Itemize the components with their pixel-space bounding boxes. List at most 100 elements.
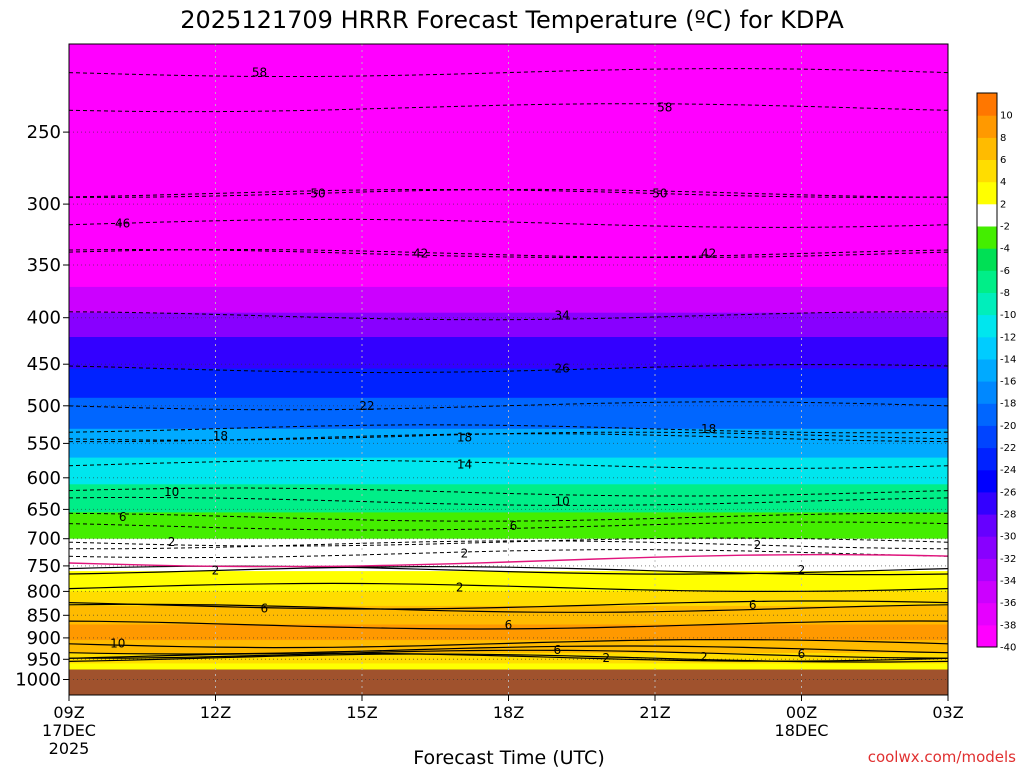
- x-tick-label: 18Z: [493, 703, 524, 722]
- y-tick-label: 600: [27, 468, 61, 489]
- contour-label: 18: [701, 422, 716, 436]
- colorbar-label: -14: [1000, 354, 1016, 365]
- x-tick-label: 00Z: [786, 703, 817, 722]
- contour-line: [69, 649, 949, 659]
- colorbar-swatch: [977, 425, 997, 449]
- y-tick-label: 250: [27, 122, 61, 143]
- contour-label: 46: [115, 216, 130, 230]
- colorbar-label: -32: [1000, 554, 1016, 565]
- contour-label: 2: [700, 650, 708, 664]
- contour-label: 58: [657, 101, 672, 115]
- contour-label: 2: [212, 564, 220, 578]
- contour-label: 42: [701, 247, 716, 261]
- contour-label: 6: [749, 598, 757, 612]
- temperature-band: [69, 147, 948, 192]
- colorbar-label: 8: [1000, 133, 1006, 144]
- x-tick-year: 2025: [49, 739, 90, 758]
- y-tick-label: 950: [27, 649, 61, 670]
- colorbar-swatch: [977, 580, 997, 604]
- colorbar-label: -24: [1000, 465, 1016, 476]
- contour-label: 50: [310, 186, 325, 200]
- temperature-band: [69, 591, 948, 607]
- contour-line: [68, 639, 949, 649]
- colorbar-label: -30: [1000, 532, 1016, 543]
- contour-label: 6: [510, 519, 518, 533]
- contour-label: 14: [457, 457, 472, 471]
- colorbar-label: 2: [1000, 199, 1006, 210]
- x-axis-label: Forecast Time (UTC): [413, 747, 604, 768]
- ground-surface: [69, 669, 948, 695]
- contour-line: [68, 620, 949, 630]
- contour-label: 6: [260, 601, 268, 615]
- temperature-band: [69, 663, 948, 671]
- colorbar-label: -12: [1000, 332, 1016, 343]
- colorbar-label: -36: [1000, 598, 1016, 609]
- colorbar-label: 4: [1000, 177, 1006, 188]
- grid: [68, 44, 949, 695]
- contour-line: [68, 600, 949, 610]
- colorbar-label: -8: [1000, 288, 1010, 299]
- temperature-band: [69, 253, 948, 288]
- y-tick-label: 800: [27, 581, 61, 602]
- colorbar-swatch: [977, 159, 997, 183]
- contour-line: [68, 565, 949, 576]
- colorbar-swatch: [977, 358, 997, 382]
- colorbar-swatch: [977, 181, 997, 205]
- credit-text: coolwx.com/models: [868, 748, 1016, 766]
- y-tick-label: 550: [27, 433, 61, 454]
- y-tick-label: 350: [27, 255, 61, 276]
- contour-label: 2: [461, 547, 469, 561]
- colorbar-label: 6: [1000, 155, 1006, 166]
- colorbar-label: -6: [1000, 266, 1010, 277]
- colorbar-label: -38: [1000, 620, 1016, 631]
- colorbar-swatch: [977, 602, 997, 626]
- colorbar-swatch: [977, 137, 997, 160]
- contour-label: 18: [213, 429, 228, 443]
- contour-label: 50: [652, 186, 667, 200]
- x-tick-date: 17DEC: [42, 721, 96, 740]
- x-tick-label: 15Z: [346, 703, 377, 722]
- freezing-line: [68, 553, 949, 568]
- contour-lines: [68, 68, 949, 663]
- colorbar-swatch: [977, 491, 997, 515]
- colorbar-swatch: [977, 226, 997, 249]
- colorbar-frame: [976, 92, 998, 648]
- y-tick-label: 900: [27, 628, 61, 649]
- y-tick-label: 700: [27, 529, 61, 550]
- colorbar-swatch: [977, 624, 997, 648]
- colorbar-label: -28: [1000, 510, 1016, 521]
- contour-line: [68, 582, 949, 592]
- colorbar-label: -18: [1000, 399, 1016, 410]
- colorbar-label: -20: [1000, 421, 1016, 432]
- contour-label: 2: [602, 651, 610, 665]
- contour-label: 10: [555, 494, 570, 508]
- colorbar-swatch: [977, 403, 997, 426]
- temperature-band: [69, 653, 948, 665]
- temperature-band: [69, 337, 948, 370]
- colorbar-label: 10: [1000, 111, 1013, 122]
- colorbar-swatch: [977, 381, 997, 404]
- chart-title: 2025121709 HRRR Forecast Temperature (ºC…: [180, 6, 844, 34]
- temperature-band: [69, 44, 948, 100]
- colorbar-label: -16: [1000, 377, 1016, 388]
- colorbar-swatch: [977, 93, 997, 116]
- colorbar-swatch: [977, 270, 997, 293]
- colorbar-label: -4: [1000, 244, 1010, 255]
- contour-label: 18: [457, 431, 472, 445]
- contour-label: 2: [456, 580, 464, 594]
- colorbar: -40-38-36-34-32-30-28-26-24-22-20-18-16-…: [976, 92, 1016, 654]
- y-tick-label: 400: [27, 308, 61, 329]
- colorbar-swatch: [977, 292, 997, 316]
- colorbar-swatch: [977, 203, 997, 227]
- colorbar-swatch: [977, 447, 997, 471]
- contour-label: 10: [164, 485, 179, 499]
- colorbar-label: -34: [1000, 576, 1016, 587]
- x-tick-label: 12Z: [200, 703, 231, 722]
- y-tick-label: 650: [27, 499, 61, 520]
- contour-label: 10: [110, 637, 125, 651]
- contour-label: 6: [798, 647, 806, 661]
- temperature-band: [69, 571, 948, 593]
